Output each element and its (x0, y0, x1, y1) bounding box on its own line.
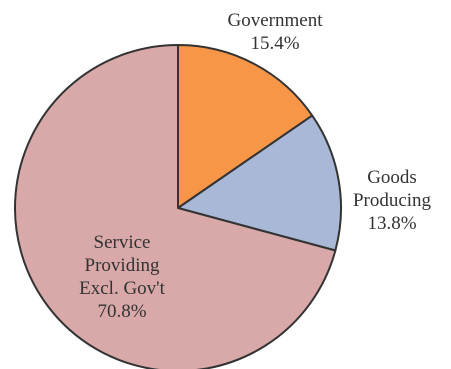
slice-label: Goods Producing 13.8% (353, 167, 432, 234)
slice-label-line: Government (228, 10, 324, 31)
slice-label-line: Goods (367, 167, 417, 188)
slice-label-line: Excl. Gov't (79, 278, 165, 299)
slice-label-line: Providing (85, 255, 160, 276)
slice-label: Service Providing Excl. Gov't 70.8% (79, 232, 165, 322)
pie-slice-government (177, 44, 314, 209)
pie-slice-service-providing-excl-gov-t (14, 44, 337, 369)
slice-label-line: 70.8% (97, 301, 146, 322)
slice-label-line: Service (94, 232, 151, 253)
slice-label-line: 13.8% (367, 213, 416, 234)
pie-slice-goods-producing (177, 114, 342, 252)
slice-label-line: Producing (353, 190, 432, 211)
slice-label-line: 15.4% (250, 33, 299, 54)
slice-label: Government 15.4% (228, 10, 324, 54)
pie-labels: Government 15.4% Goods Producing 13.8% Servic… (79, 10, 431, 322)
pie-slices (14, 44, 342, 369)
